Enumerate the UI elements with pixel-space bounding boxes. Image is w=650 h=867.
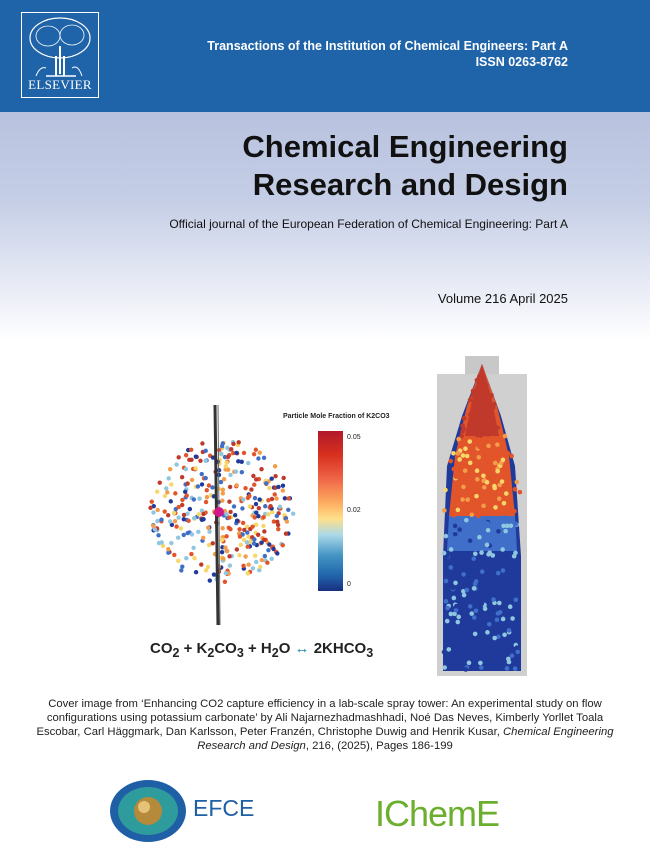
eq-k: + K	[179, 640, 208, 657]
colorbar	[318, 431, 343, 591]
eq-co: CO	[150, 640, 173, 657]
chemical-equation: CO2 + K2CO3 + H2O ↔ 2KHCO3	[150, 640, 373, 660]
eq-o: O	[278, 640, 295, 657]
tick-label-max: 0.05	[347, 434, 361, 441]
eq-product: 2KHCO	[309, 640, 367, 657]
particle-sphere-image	[148, 404, 296, 626]
journal-series-info: Transactions of the Institution of Chemi…	[207, 38, 568, 70]
series-name: Transactions of the Institution of Chemi…	[207, 39, 568, 53]
eq-sub: 2	[207, 646, 215, 660]
elsevier-logo: ELSEVIER	[21, 12, 99, 98]
eq-sub: 3	[236, 646, 244, 660]
icheme-logo: IChemE	[375, 793, 500, 834]
caption-tail: , 216, (2025), Pages 186-199	[305, 740, 453, 752]
caption-journal: Chemical Engineering Research and Design	[197, 726, 614, 752]
eq-sub: 2	[172, 646, 180, 660]
title-line-2: Research and Design	[252, 167, 568, 202]
journal-subtitle: Official journal of the European Federat…	[169, 217, 568, 231]
caption-text: Cover image from ‘Enhancing CO2 capture …	[36, 698, 604, 738]
cover-caption: Cover image from ‘Enhancing CO2 capture …	[30, 697, 620, 753]
tick-label-mid: 0.02	[347, 507, 361, 514]
tick-label-min: 0	[347, 581, 351, 588]
efce-logo-icon	[110, 780, 186, 842]
eq-sub: 2	[271, 646, 279, 660]
tree-icon	[29, 17, 91, 77]
journal-title: Chemical Engineering Research and Design	[242, 128, 568, 204]
eq-arrow-icon: ↔	[294, 640, 310, 657]
legend-title: Particle Mole Fraction of K2CO3	[283, 413, 390, 420]
issn: ISSN 0263-8762	[475, 55, 568, 69]
eq-sub: 3	[366, 646, 374, 660]
spray-tower-image	[437, 356, 527, 676]
eq-h: + H	[243, 640, 272, 657]
efce-label: EFCE	[193, 795, 255, 821]
volume-info: Volume 216 April 2025	[437, 291, 568, 306]
eq-co3: CO	[214, 640, 237, 657]
publisher-name: ELSEVIER	[28, 77, 92, 92]
header-band	[0, 0, 650, 112]
title-line-1: Chemical Engineering	[242, 129, 568, 164]
